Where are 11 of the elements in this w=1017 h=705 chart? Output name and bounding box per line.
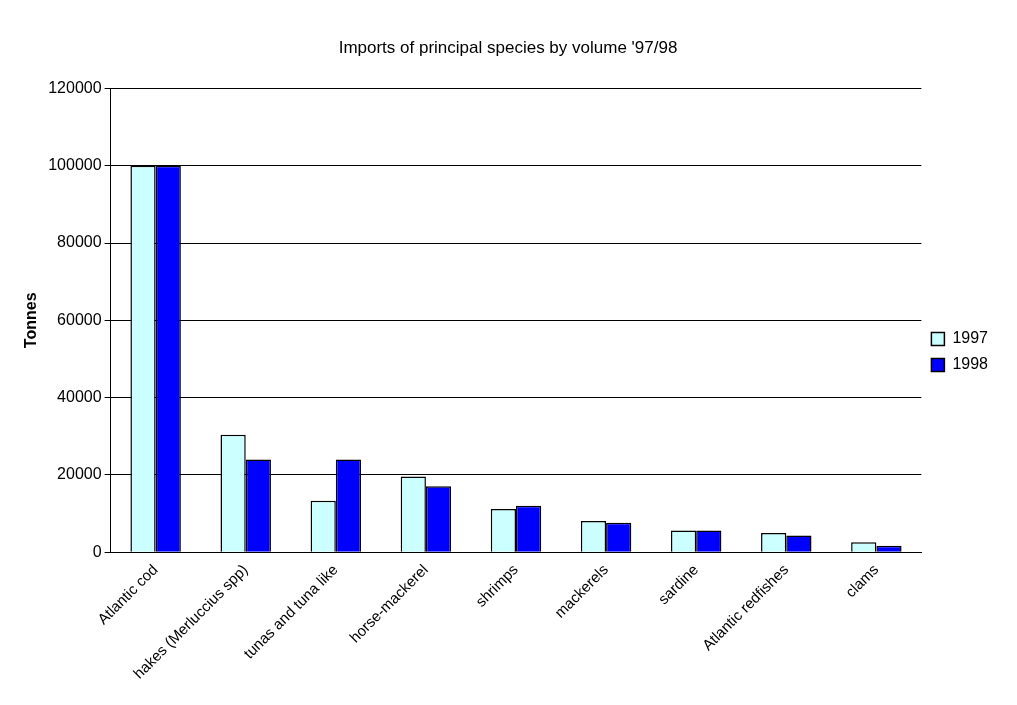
y-tick-label: 0 bbox=[92, 542, 102, 560]
chart-title: Imports of principal species by volume '97/98 bbox=[338, 37, 678, 57]
y-tick-label: 20000 bbox=[57, 465, 102, 483]
y-tick-label: 120000 bbox=[48, 78, 102, 96]
legend-label: 1998 bbox=[952, 355, 989, 373]
y-tick-label: 60000 bbox=[57, 310, 102, 328]
y-tick-label: 80000 bbox=[57, 233, 102, 251]
y-axis-title: Tonnes bbox=[22, 292, 40, 349]
legend-label: 1997 bbox=[952, 329, 989, 347]
y-tick-label: 40000 bbox=[57, 388, 102, 406]
y-tick-label: 100000 bbox=[48, 156, 102, 174]
